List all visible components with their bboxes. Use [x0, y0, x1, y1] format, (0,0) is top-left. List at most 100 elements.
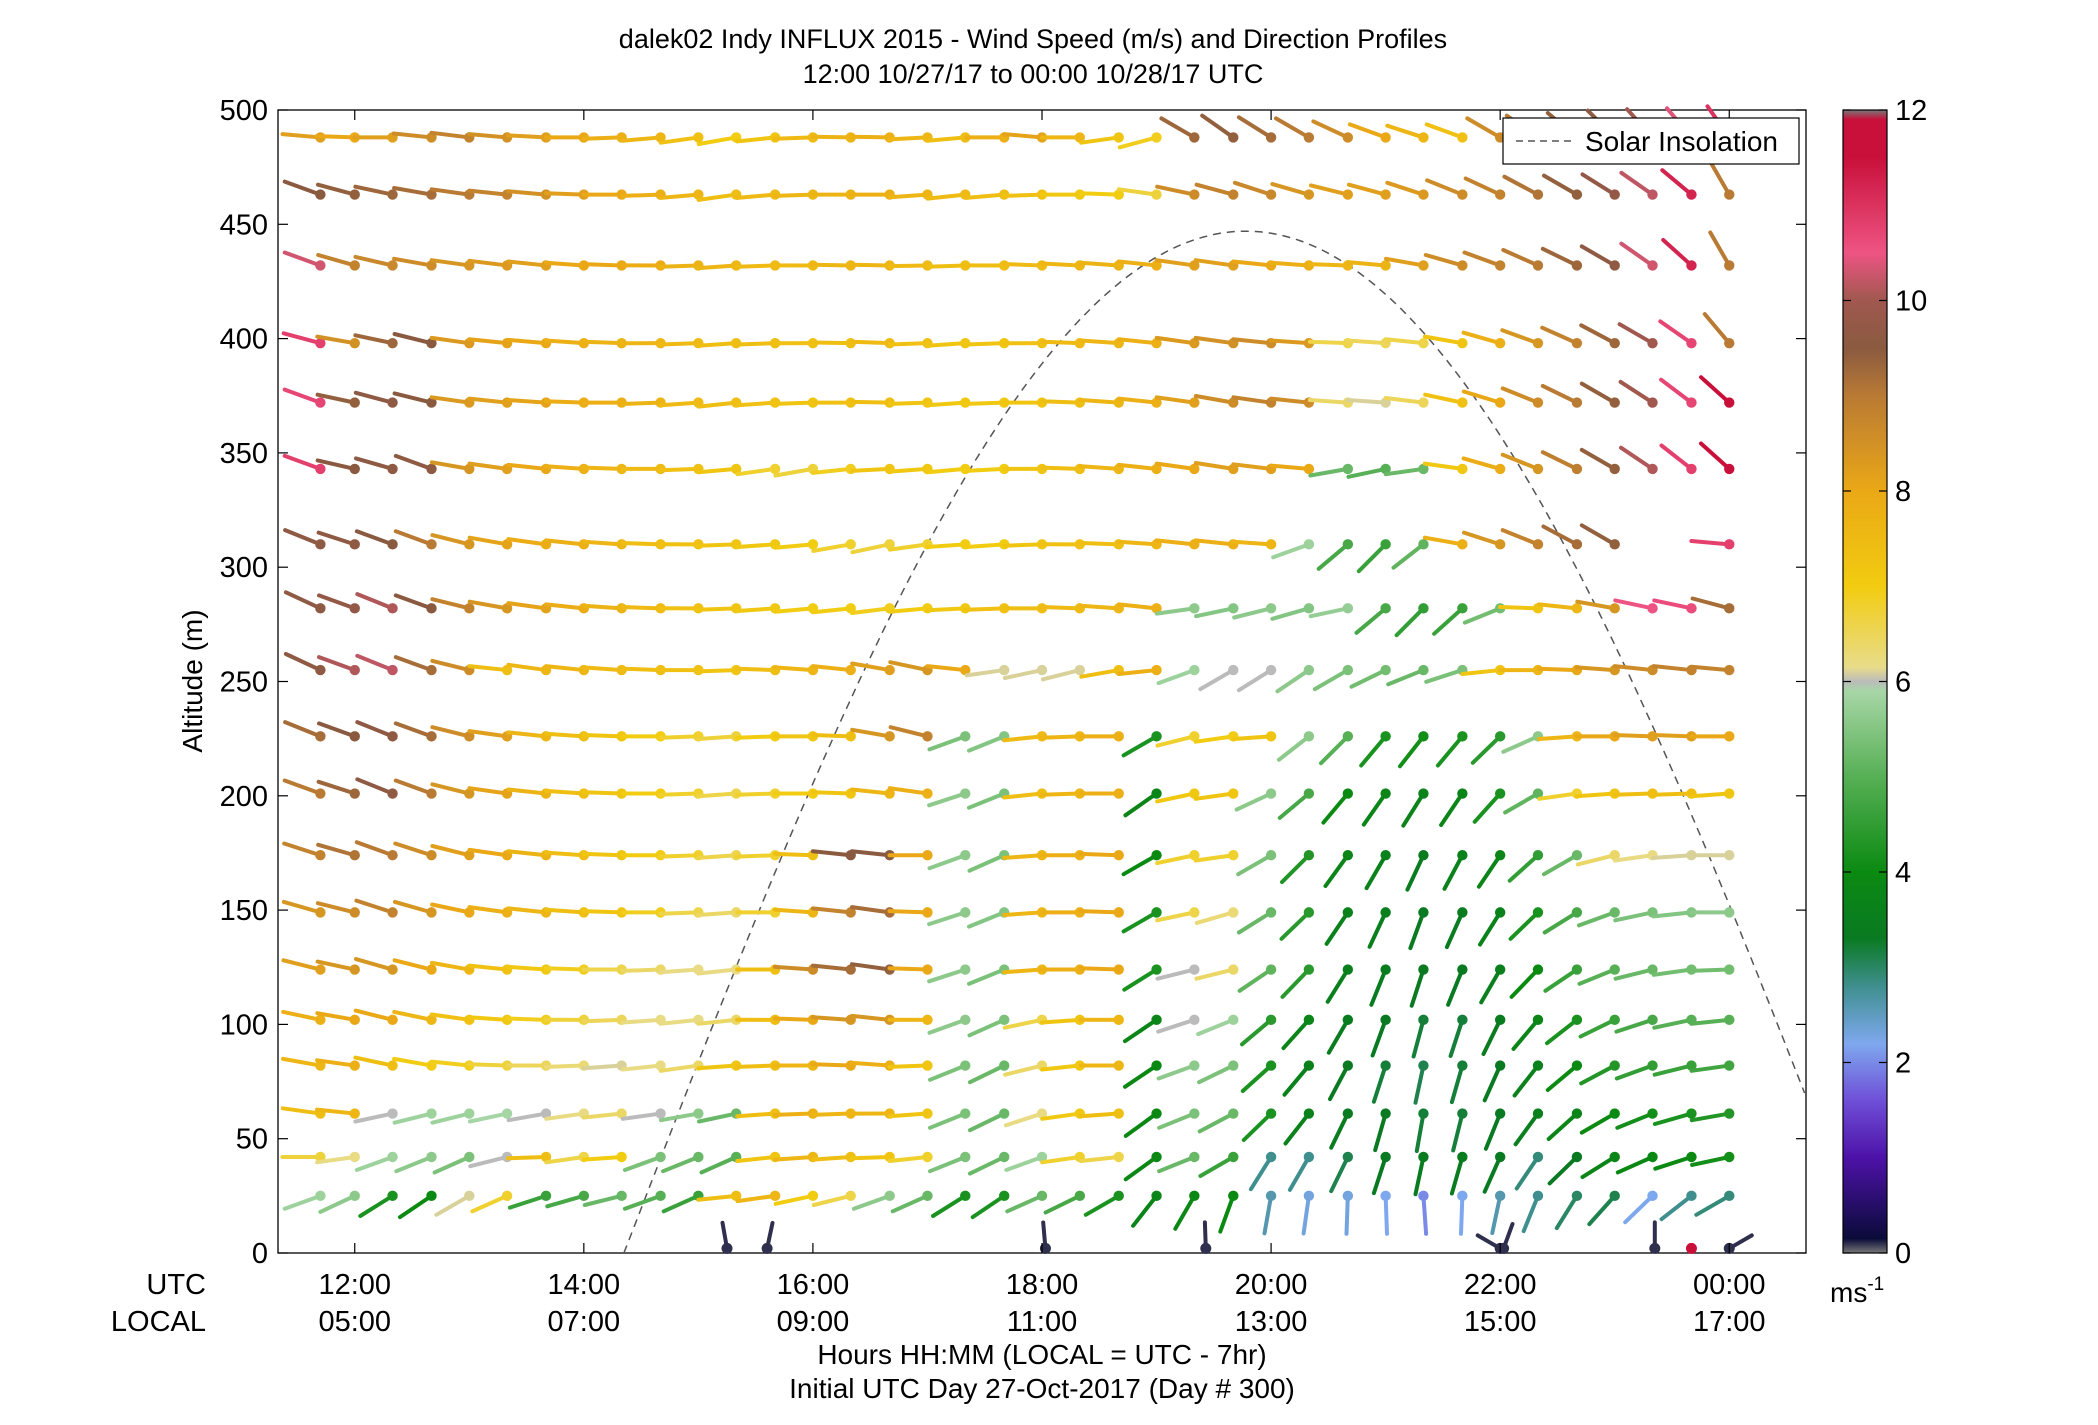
wind-barb-dot — [1494, 1108, 1506, 1119]
wind-barb-shaft — [1275, 668, 1311, 694]
wind-barb-shaft — [1579, 447, 1617, 471]
wind-barb-shaft — [1345, 338, 1388, 346]
wind-barb-dot — [769, 463, 781, 475]
wind-barb-dot — [1151, 132, 1162, 143]
wind-barb-shaft — [1156, 668, 1197, 686]
surface-wind-dot — [1039, 1242, 1051, 1254]
wind-barb-dot — [464, 1108, 475, 1119]
wind-barb-shaft — [581, 603, 624, 611]
wind-barb-dot — [1036, 1151, 1048, 1163]
wind-barb-dot — [1380, 132, 1391, 143]
wind-barb-shaft — [849, 339, 892, 346]
wind-barb-shaft — [1422, 334, 1465, 346]
wind-barb-shaft — [1513, 1111, 1540, 1147]
wind-barb-shaft — [658, 967, 701, 975]
wind-barb-shaft — [887, 786, 930, 796]
wind-barb-shaft — [1270, 182, 1311, 197]
wind-barb-shaft — [964, 606, 1007, 612]
y-tick-label: 200 — [220, 781, 268, 813]
wind-barb-shaft — [1652, 1017, 1694, 1030]
wind-barb-shaft — [581, 851, 624, 858]
wind-barb-dot — [1151, 397, 1162, 408]
wind-barb-shaft — [1383, 337, 1426, 346]
wind-barb-shaft — [1476, 853, 1503, 889]
wind-barb-shaft — [1384, 256, 1426, 268]
wind-barb-shaft — [543, 788, 586, 796]
wind-barb-dot — [1724, 1108, 1735, 1119]
wind-barb-dot — [1380, 850, 1391, 861]
wind-barb-shaft — [1116, 187, 1159, 197]
wind-barb-shaft — [354, 456, 395, 471]
wind-barb-shaft — [1543, 967, 1579, 993]
wind-barb-shaft — [315, 1011, 357, 1022]
wind-barb-dot — [426, 850, 437, 861]
wind-barb-shaft — [430, 725, 472, 739]
wind-barb-dot — [1457, 132, 1468, 143]
wind-barb-dot — [315, 603, 326, 614]
wind-barb-shaft — [1574, 791, 1617, 799]
wind-barb-shaft — [282, 387, 323, 405]
wind-barb-shaft — [735, 1063, 778, 1069]
wind-barb-dot — [387, 907, 398, 918]
colorbar-tick-label: 8 — [1895, 476, 1911, 508]
wind-barb-dot — [349, 539, 360, 550]
wind-barb-shaft — [1154, 606, 1197, 616]
wind-barb-shaft — [1240, 1017, 1274, 1047]
wind-barb-dot — [1647, 1108, 1658, 1119]
wind-barb-dot — [1265, 189, 1277, 200]
y-tick-label: 300 — [220, 552, 268, 584]
wind-barb-shaft — [1575, 599, 1617, 611]
wind-barb-shaft — [543, 338, 586, 346]
wind-barb-dot — [1342, 907, 1354, 918]
wind-barb-shaft — [1040, 668, 1082, 682]
wind-barb-shaft — [1423, 253, 1465, 268]
wind-barb-dot — [1228, 1108, 1239, 1119]
wind-barb-shaft — [581, 1017, 624, 1024]
wind-barb-shaft — [429, 960, 472, 972]
wind-barb-shaft — [925, 542, 968, 549]
wind-barb-shaft — [1652, 1111, 1694, 1126]
wind-barb-shaft — [467, 664, 510, 673]
wind-barb-dot — [1686, 189, 1697, 200]
wind-barb-shaft — [392, 256, 434, 268]
wind-barb-dot — [1724, 664, 1735, 676]
wind-barb-dot — [426, 907, 437, 918]
wind-barb-shaft — [1079, 668, 1121, 679]
wind-barb-shaft — [888, 660, 930, 673]
wind-barb-shaft — [887, 1111, 930, 1119]
wind-barb-shaft — [1361, 791, 1388, 827]
wind-barb-dot — [1532, 788, 1544, 799]
wind-barb-shaft — [392, 186, 434, 197]
wind-barb-shaft — [282, 778, 323, 796]
wind-barb-shaft — [1482, 1154, 1503, 1194]
wind-barb-shaft — [1619, 445, 1655, 471]
wind-barb-dot — [1342, 603, 1354, 614]
wind-barb-dot — [426, 1014, 437, 1026]
wind-barb-shaft — [1498, 605, 1540, 611]
wind-barb-dot — [1380, 1108, 1391, 1119]
wind-barb-shaft — [1274, 116, 1311, 140]
wind-barb-shaft — [810, 1015, 853, 1022]
wind-barb-shaft — [543, 399, 586, 405]
wind-barb-shaft — [696, 135, 739, 146]
wind-barb-dot — [1647, 189, 1658, 200]
wind-barb-dot — [1303, 1060, 1315, 1071]
wind-barb-shaft — [1612, 791, 1655, 797]
wind-barb-dot — [426, 1190, 437, 1202]
wind-barb-shaft — [1507, 853, 1540, 883]
wind-barb-shaft — [1383, 1193, 1389, 1236]
wind-barb-dot — [1303, 1151, 1315, 1163]
wind-barb-shaft — [1478, 910, 1503, 947]
wind-barb-shaft — [927, 967, 968, 984]
wind-barb-shaft — [1385, 180, 1426, 197]
wind-barb-shaft — [773, 907, 815, 915]
wind-barb-dot — [1686, 463, 1697, 475]
wind-barb-shaft — [1241, 1111, 1274, 1142]
wind-barb-shaft — [316, 253, 357, 268]
wind-barb-shaft — [1283, 1111, 1311, 1146]
wind-barb-shaft — [1116, 462, 1159, 471]
legend-label: Solar Insolation — [1585, 126, 1778, 157]
wind-barb-shaft — [1039, 1017, 1082, 1025]
wind-barb-shaft — [1308, 466, 1350, 478]
wind-barb-dot — [1609, 397, 1620, 408]
